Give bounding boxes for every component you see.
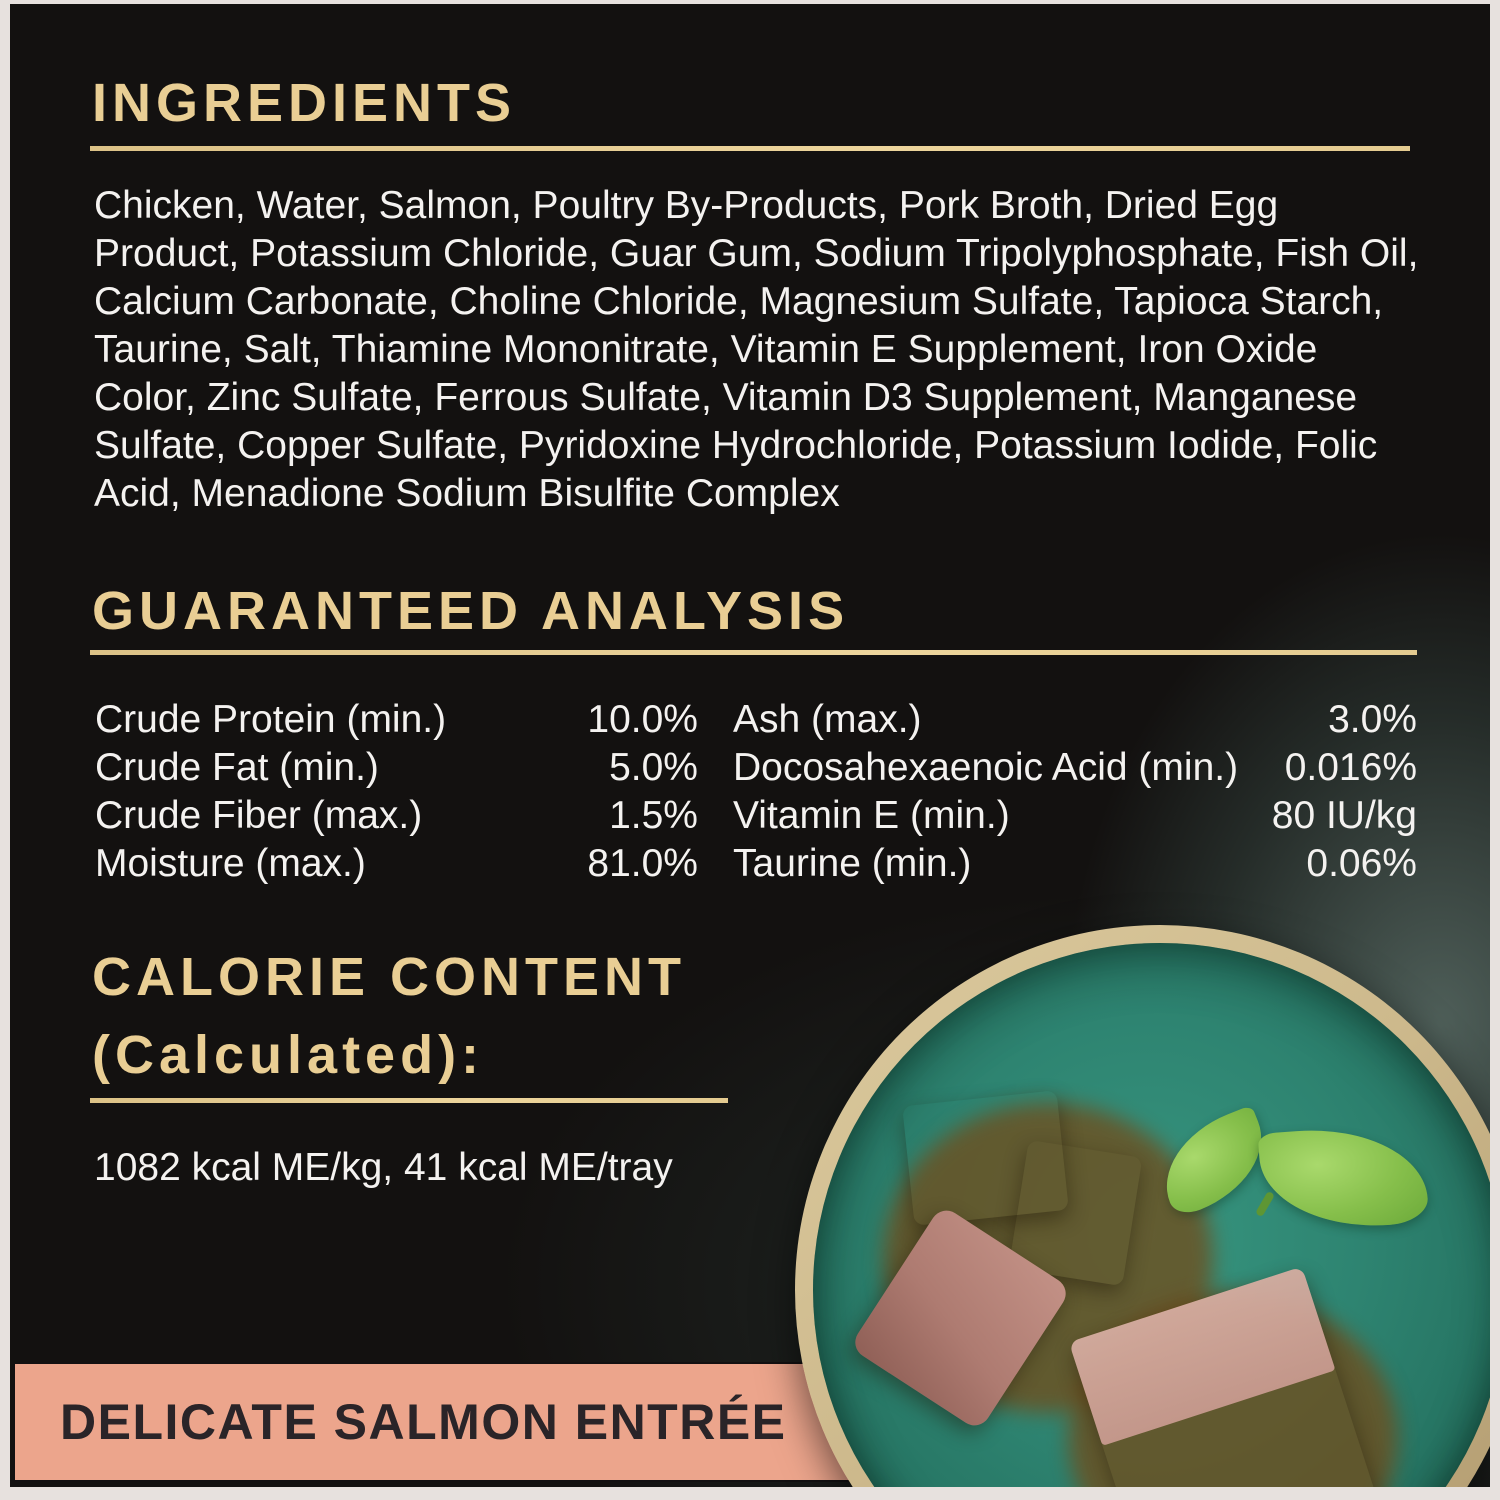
- food-photo-plate: [795, 925, 1490, 1487]
- guaranteed-analysis-heading: GUARANTEED ANALYSIS: [92, 581, 850, 641]
- analysis-row: Docosahexaenoic Acid (min.) 0.016%: [733, 744, 1417, 792]
- ingredients-text: Chicken, Water, Salmon, Poultry By-Produ…: [94, 184, 1419, 515]
- analysis-value: 3.0%: [1328, 698, 1417, 741]
- basil-leaf: [1257, 1122, 1430, 1234]
- plate-surface: [813, 943, 1490, 1487]
- analysis-value: 10.0%: [587, 698, 698, 741]
- analysis-label: Crude Protein (min.): [95, 698, 447, 741]
- product-name: DELICATE SALMON ENTRÉE: [60, 1394, 787, 1450]
- analysis-value: 80 IU/kg: [1271, 794, 1417, 837]
- analysis-label: Moisture (max.): [95, 842, 366, 885]
- calorie-heading-line1: CALORIE CONTENT: [92, 947, 686, 1007]
- analysis-value: 0.06%: [1306, 842, 1417, 885]
- analysis-row: Crude Fiber (max.) 1.5%: [95, 792, 698, 840]
- analysis-label: Crude Fiber (max.): [95, 794, 423, 837]
- analysis-row: Crude Fat (min.) 5.0%: [95, 744, 698, 792]
- analysis-row: Moisture (max.) 81.0%: [95, 840, 698, 888]
- calorie-value: 1082 kcal ME/kg, 41 kcal ME/tray: [94, 1146, 673, 1189]
- analysis-value: 1.5%: [609, 794, 698, 837]
- analysis-row: Ash (max.) 3.0%: [733, 696, 1417, 744]
- analysis-row: Vitamin E (min.) 80 IU/kg: [733, 792, 1417, 840]
- guaranteed-analysis-rule: [90, 650, 1417, 655]
- product-name-banner: DELICATE SALMON ENTRÉE: [13, 1362, 963, 1482]
- basil-stem: [1255, 1190, 1275, 1218]
- ingredients-rule: [90, 146, 1410, 151]
- analysis-label: Taurine (min.): [733, 842, 972, 885]
- analysis-value: 0.016%: [1284, 746, 1417, 789]
- analysis-table-left: Crude Protein (min.) 10.0% Crude Fat (mi…: [95, 696, 698, 888]
- calorie-rule: [90, 1098, 728, 1103]
- analysis-label: Crude Fat (min.): [95, 746, 379, 789]
- label-back-panel: INGREDIENTS Chicken, Water, Salmon, Poul…: [10, 4, 1490, 1487]
- analysis-value: 5.0%: [609, 746, 698, 789]
- analysis-label: Ash (max.): [733, 698, 922, 741]
- analysis-row: Taurine (min.) 0.06%: [733, 840, 1417, 888]
- ingredients-heading: INGREDIENTS: [92, 73, 517, 133]
- analysis-label: Vitamin E (min.): [733, 794, 1010, 837]
- analysis-table-right: Ash (max.) 3.0% Docosahexaenoic Acid (mi…: [733, 696, 1417, 888]
- analysis-label: Docosahexaenoic Acid (min.): [733, 746, 1239, 789]
- analysis-row: Crude Protein (min.) 10.0%: [95, 696, 698, 744]
- analysis-value: 81.0%: [587, 842, 698, 885]
- calorie-heading-line2: (Calculated):: [92, 1025, 485, 1085]
